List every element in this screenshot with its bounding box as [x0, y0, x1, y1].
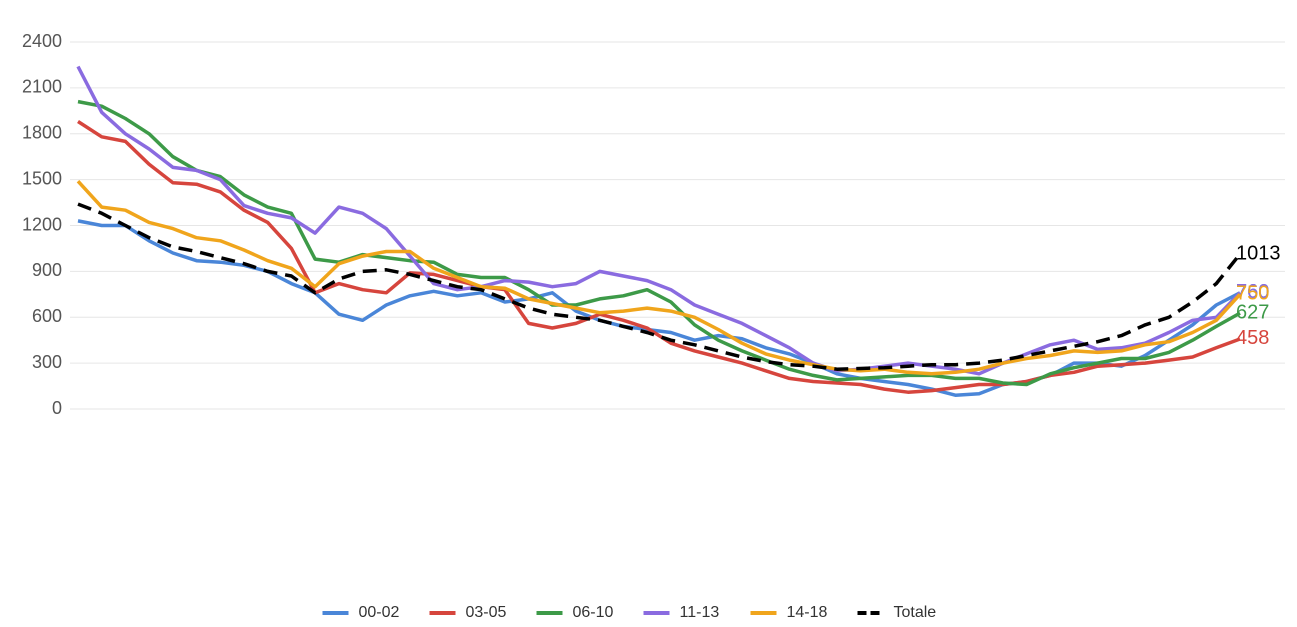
series-line	[77, 202, 1242, 371]
legend-label: 00-02	[359, 604, 400, 621]
y-tick-label: 1200	[22, 214, 62, 234]
end-label: 627	[1236, 301, 1269, 323]
legend-label: 03-05	[466, 604, 507, 621]
y-tick-label: 2100	[22, 77, 62, 97]
y-tick-label: 0	[52, 398, 62, 418]
legend-label: 14-18	[787, 604, 828, 621]
legend-label: 06-10	[573, 604, 614, 621]
series-line	[76, 180, 1242, 376]
y-tick-label: 2400	[22, 31, 62, 51]
legend-label: 11-13	[680, 604, 720, 621]
y-tick-label: 900	[32, 260, 62, 280]
y-tick-label: 300	[32, 352, 62, 372]
end-label: 1013	[1236, 242, 1281, 264]
end-label: 760	[1236, 281, 1269, 303]
series-line	[77, 99, 1241, 387]
y-tick-label: 1500	[22, 168, 62, 188]
end-label: 458	[1236, 327, 1269, 349]
end-label: 750	[1236, 283, 1269, 305]
end-label: 760	[1236, 281, 1269, 303]
y-tick-label: 1800	[22, 123, 62, 143]
series-line	[76, 65, 1242, 376]
legend-label: Totale	[894, 604, 937, 621]
y-tick-label: 600	[32, 306, 62, 326]
